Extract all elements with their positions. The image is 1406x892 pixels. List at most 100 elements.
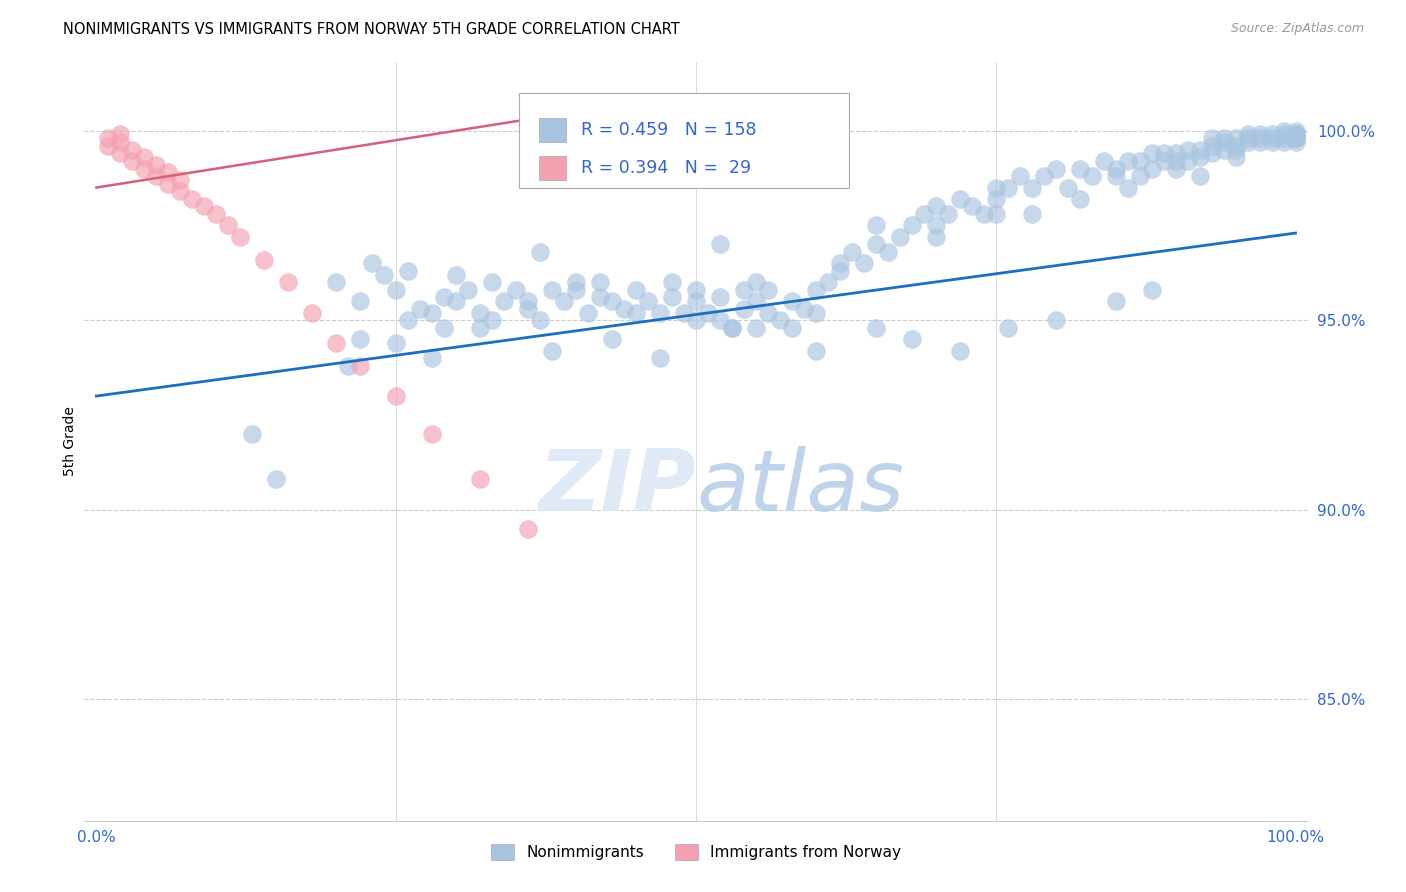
Point bbox=[648, 305, 671, 319]
Point bbox=[1164, 146, 1187, 161]
Point bbox=[134, 161, 156, 176]
Point bbox=[925, 219, 948, 233]
Point bbox=[949, 343, 972, 358]
Point bbox=[181, 192, 204, 206]
Point bbox=[756, 283, 779, 297]
Point bbox=[541, 283, 564, 297]
Point bbox=[925, 199, 948, 213]
Point bbox=[145, 158, 167, 172]
Point bbox=[349, 294, 371, 309]
Point bbox=[624, 305, 647, 319]
Text: Source: ZipAtlas.com: Source: ZipAtlas.com bbox=[1230, 22, 1364, 36]
Point bbox=[637, 294, 659, 309]
Point bbox=[1284, 128, 1306, 142]
Point bbox=[468, 320, 491, 334]
Point bbox=[600, 332, 623, 346]
Point bbox=[217, 219, 239, 233]
Point bbox=[468, 305, 491, 319]
Point bbox=[685, 283, 707, 297]
Point bbox=[1045, 313, 1067, 327]
Point bbox=[517, 294, 540, 309]
Point bbox=[1153, 153, 1175, 168]
Point bbox=[420, 426, 443, 441]
Point bbox=[97, 131, 120, 145]
Point bbox=[409, 301, 432, 316]
Point bbox=[253, 252, 276, 267]
Point bbox=[960, 199, 983, 213]
Point bbox=[1080, 169, 1102, 183]
Point bbox=[1272, 123, 1295, 137]
Point bbox=[1225, 131, 1247, 145]
Point bbox=[1177, 143, 1199, 157]
Point bbox=[613, 301, 636, 316]
Point bbox=[648, 351, 671, 365]
Point bbox=[481, 313, 503, 327]
Point bbox=[721, 320, 744, 334]
Point bbox=[361, 256, 384, 270]
Point bbox=[433, 290, 456, 304]
Point bbox=[1056, 180, 1078, 194]
Point bbox=[1284, 131, 1306, 145]
Point bbox=[1140, 146, 1163, 161]
Point bbox=[997, 180, 1019, 194]
Point bbox=[121, 143, 143, 157]
Point bbox=[277, 275, 299, 289]
Point bbox=[1249, 135, 1271, 149]
Point bbox=[517, 301, 540, 316]
Point bbox=[110, 146, 132, 161]
Point bbox=[494, 294, 516, 309]
Point bbox=[157, 165, 180, 179]
Point bbox=[589, 290, 612, 304]
Point bbox=[685, 313, 707, 327]
Point bbox=[1212, 135, 1234, 149]
Point bbox=[529, 313, 551, 327]
Text: atlas: atlas bbox=[696, 445, 904, 529]
Point bbox=[1116, 180, 1139, 194]
Point bbox=[1021, 207, 1043, 221]
Point bbox=[1284, 131, 1306, 145]
Point bbox=[697, 305, 720, 319]
Point bbox=[553, 294, 575, 309]
Point bbox=[1021, 180, 1043, 194]
Point bbox=[721, 320, 744, 334]
Point bbox=[901, 332, 924, 346]
Point bbox=[1249, 131, 1271, 145]
Point bbox=[949, 192, 972, 206]
Point bbox=[541, 343, 564, 358]
Point bbox=[325, 275, 347, 289]
Point bbox=[865, 237, 887, 252]
Point bbox=[780, 294, 803, 309]
Point bbox=[709, 313, 731, 327]
Point bbox=[817, 275, 839, 289]
Point bbox=[145, 169, 167, 183]
Point bbox=[349, 359, 371, 373]
Text: R = 0.394   N =  29: R = 0.394 N = 29 bbox=[581, 159, 751, 177]
FancyBboxPatch shape bbox=[519, 93, 849, 187]
Point bbox=[420, 305, 443, 319]
Point bbox=[852, 256, 875, 270]
Point bbox=[1272, 131, 1295, 145]
Point bbox=[745, 320, 768, 334]
Point bbox=[804, 283, 827, 297]
Point bbox=[121, 153, 143, 168]
Point bbox=[240, 426, 263, 441]
Point bbox=[576, 305, 599, 319]
Point bbox=[1236, 128, 1258, 142]
Point bbox=[828, 264, 851, 278]
Point bbox=[481, 275, 503, 289]
Point bbox=[1188, 150, 1211, 164]
Point bbox=[661, 290, 683, 304]
Point bbox=[1284, 131, 1306, 145]
Point bbox=[1260, 131, 1282, 145]
Text: NONIMMIGRANTS VS IMMIGRANTS FROM NORWAY 5TH GRADE CORRELATION CHART: NONIMMIGRANTS VS IMMIGRANTS FROM NORWAY … bbox=[63, 22, 681, 37]
Point bbox=[804, 343, 827, 358]
Point bbox=[912, 207, 935, 221]
Point bbox=[1236, 131, 1258, 145]
Point bbox=[1116, 153, 1139, 168]
Point bbox=[1249, 128, 1271, 142]
Point bbox=[889, 229, 911, 244]
Text: ZIP: ZIP bbox=[538, 445, 696, 529]
Point bbox=[396, 264, 419, 278]
Point bbox=[1201, 131, 1223, 145]
Point bbox=[1201, 146, 1223, 161]
